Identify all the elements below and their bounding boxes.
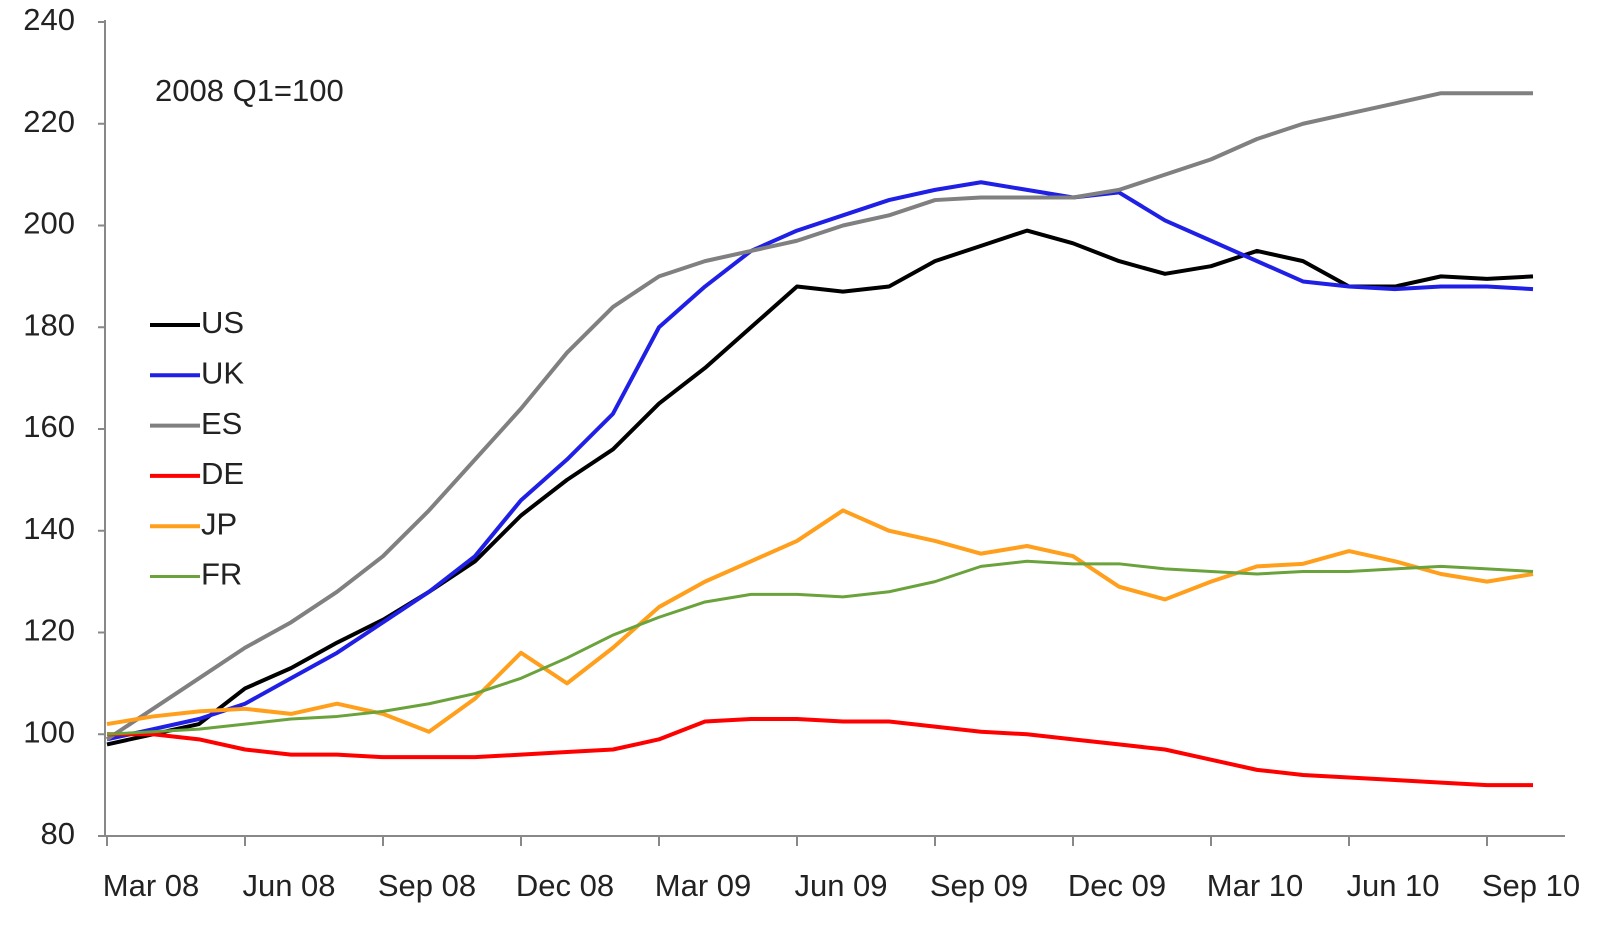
- legend-label: UK: [201, 355, 244, 390]
- y-tick-label: 100: [23, 714, 75, 749]
- x-tick-label: Dec 08: [516, 868, 614, 903]
- series-line: [106, 228, 1534, 747]
- y-tick-label: 120: [23, 613, 75, 648]
- x-tick-label: Jun 10: [1346, 868, 1439, 903]
- y-tick-label: 200: [23, 206, 75, 241]
- series-line: [105, 91, 1533, 742]
- x-tick-label: Dec 09: [1068, 868, 1166, 903]
- series-line: [106, 508, 1534, 734]
- y-tick-label: 140: [23, 511, 75, 546]
- y-tick-label: 180: [23, 307, 75, 342]
- x-tick-label: Sep 09: [930, 868, 1028, 903]
- x-tick-label: Jun 09: [794, 868, 887, 903]
- legend-label: ES: [201, 406, 242, 441]
- x-tick-label: Sep 10: [1482, 868, 1580, 903]
- legend-label: JP: [201, 506, 237, 541]
- y-tick-label: 240: [23, 2, 75, 37]
- legend-label: FR: [201, 557, 242, 592]
- series-line: [106, 180, 1534, 742]
- series-line: [107, 716, 1533, 788]
- y-tick-label: 220: [23, 104, 75, 139]
- x-tick-label: Sep 08: [378, 868, 476, 903]
- y-tick-label: 80: [41, 816, 75, 851]
- y-tick-label: 160: [23, 409, 75, 444]
- x-tick-label: Mar 10: [1207, 868, 1303, 903]
- legend-label: DE: [201, 456, 244, 491]
- annotation: 2008 Q1=100: [155, 73, 344, 108]
- x-tick-label: Mar 09: [655, 868, 751, 903]
- series-line: [106, 559, 1534, 736]
- x-tick-label: Mar 08: [103, 868, 199, 903]
- x-tick-label: Jun 08: [242, 868, 335, 903]
- legend-label: US: [201, 305, 244, 340]
